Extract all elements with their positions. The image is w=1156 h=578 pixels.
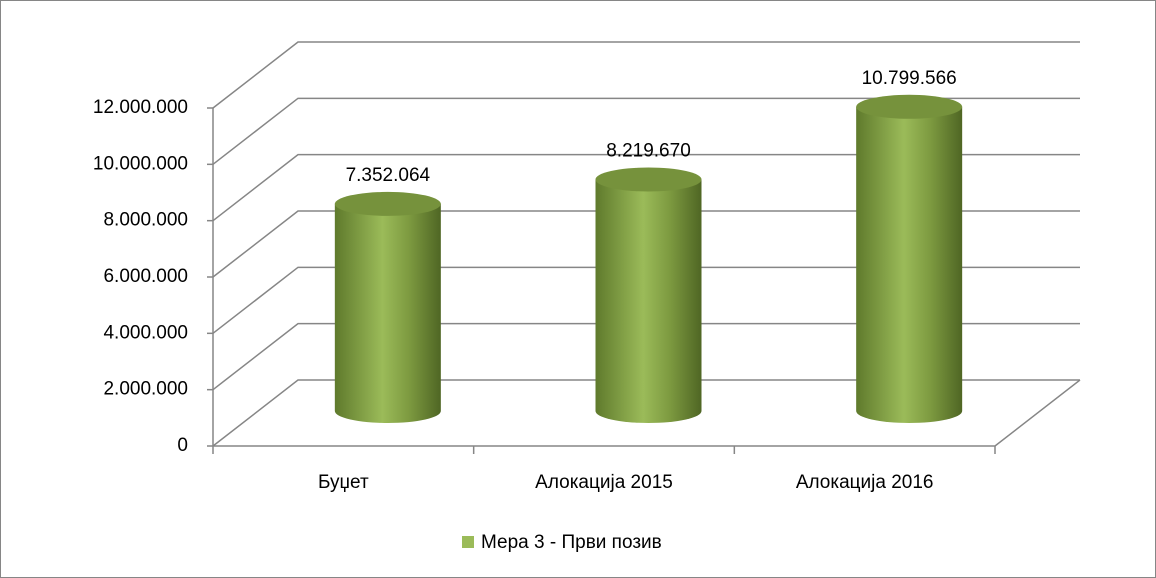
y-tick-label: 6.000.000 [103,266,188,287]
cylinder-body [856,106,963,423]
y-tick-label: 0 [177,435,188,456]
grid-line [212,379,1080,447]
data-label: 7.352.064 [346,165,431,186]
x-tick-label: Алокација 2016 [796,472,934,493]
y-tick-label: 8.000.000 [103,210,188,231]
cylinder-top [334,191,441,216]
y-tick-label: 10.000.000 [93,153,188,174]
y-tick-label: 4.000.000 [103,322,188,343]
cylinder-body [334,203,441,423]
cylinder-top [595,167,702,192]
y-tick-label: 2.000.000 [103,379,188,400]
data-label: 10.799.566 [862,68,957,89]
grid-line [212,153,1080,222]
legend-label: Мера 3 - Први позив [481,532,662,553]
data-label: 8.219.670 [606,140,691,161]
bar [334,191,441,423]
cylinder-body [595,179,702,423]
legend-swatch [462,536,474,548]
grid-line [212,41,1080,109]
grid-line [212,97,1080,165]
grid-line [212,210,1080,278]
y-tick-label: 12.000.000 [93,97,188,118]
x-tick-label: Буџет [318,472,369,493]
bar [595,167,702,423]
cylinder-top [856,94,963,119]
grid-line [212,266,1080,334]
x-tick-label: Алокација 2015 [535,472,673,493]
grid-line [212,322,1080,391]
bar [856,94,963,423]
